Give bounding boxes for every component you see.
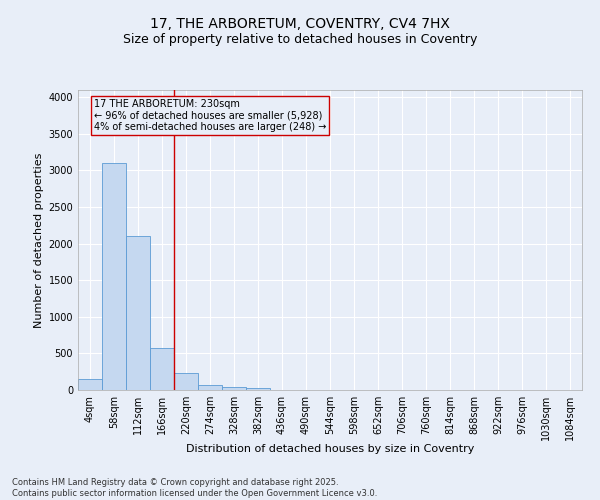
Bar bbox=[150, 348, 174, 390]
Bar bbox=[174, 373, 198, 390]
Text: Size of property relative to detached houses in Coventry: Size of property relative to detached ho… bbox=[123, 32, 477, 46]
Bar bbox=[246, 388, 270, 390]
Y-axis label: Number of detached properties: Number of detached properties bbox=[34, 152, 44, 328]
Bar bbox=[102, 163, 126, 390]
Bar bbox=[78, 379, 102, 390]
X-axis label: Distribution of detached houses by size in Coventry: Distribution of detached houses by size … bbox=[186, 444, 474, 454]
Bar bbox=[198, 384, 222, 390]
Text: 17 THE ARBORETUM: 230sqm
← 96% of detached houses are smaller (5,928)
4% of semi: 17 THE ARBORETUM: 230sqm ← 96% of detach… bbox=[94, 99, 326, 132]
Text: 17, THE ARBORETUM, COVENTRY, CV4 7HX: 17, THE ARBORETUM, COVENTRY, CV4 7HX bbox=[150, 18, 450, 32]
Bar bbox=[126, 236, 150, 390]
Text: Contains HM Land Registry data © Crown copyright and database right 2025.
Contai: Contains HM Land Registry data © Crown c… bbox=[12, 478, 377, 498]
Bar bbox=[222, 386, 246, 390]
